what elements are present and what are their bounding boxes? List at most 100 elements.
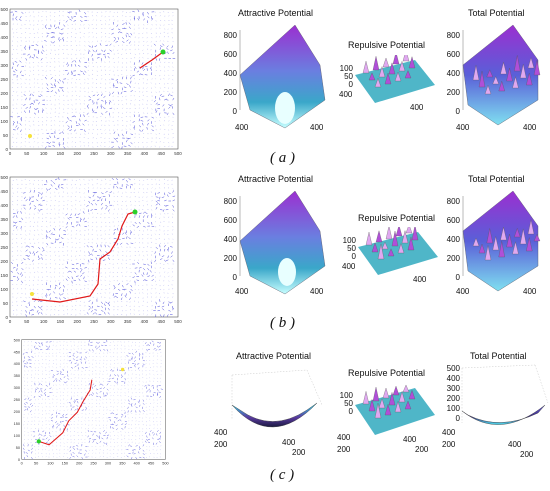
field-vector <box>42 11 44 13</box>
field-vector <box>106 398 107 400</box>
y-tick-label: 100 <box>0 119 8 124</box>
field-vector <box>54 213 56 215</box>
field-vector <box>20 272 22 275</box>
field-vector <box>24 141 26 143</box>
field-vector <box>163 124 165 126</box>
field-vector <box>73 115 77 118</box>
field-vector <box>21 259 23 261</box>
field-vector <box>54 280 57 282</box>
field-vector <box>134 146 136 148</box>
surface-peak <box>387 248 395 257</box>
field-vector <box>37 446 39 448</box>
x-tick-label: 0 <box>9 319 12 324</box>
field-vector <box>58 99 60 101</box>
field-vector <box>160 388 163 390</box>
field-vector <box>23 110 26 113</box>
field-vector <box>95 124 98 126</box>
field-vector <box>157 305 161 307</box>
field-vector <box>50 417 54 419</box>
field-vector <box>146 390 148 393</box>
field-vector <box>46 208 48 210</box>
field-vector <box>52 431 54 433</box>
field-vector <box>83 310 85 311</box>
field-vector <box>149 446 151 448</box>
field-vector <box>133 127 136 130</box>
field-vector <box>113 284 115 288</box>
field-vector <box>54 27 58 30</box>
field-vector <box>63 24 66 27</box>
field-vector <box>109 431 111 433</box>
field-vector <box>82 211 85 214</box>
field-vector <box>151 385 154 387</box>
y-tick-label: 350 <box>14 374 20 378</box>
field-vector <box>23 447 25 450</box>
field-vector <box>140 120 144 122</box>
field-vector <box>124 415 127 418</box>
field-vector <box>113 374 117 376</box>
caption-b: ( b ) <box>270 315 295 331</box>
field-vector <box>105 90 107 92</box>
surface-peak <box>514 227 521 238</box>
field-vector <box>40 196 43 200</box>
surface-peak <box>382 387 390 399</box>
field-vector <box>42 247 44 250</box>
field-vector <box>18 221 22 223</box>
field-vector <box>41 263 43 265</box>
field-vector <box>67 64 70 67</box>
field-vector <box>138 267 142 269</box>
field-vector <box>90 310 93 313</box>
field-vector <box>72 446 75 448</box>
field-vector <box>92 427 94 429</box>
field-vector <box>48 236 51 239</box>
field-vector <box>116 263 119 265</box>
field-vector <box>146 87 148 89</box>
field-vector <box>109 398 111 400</box>
field-vector <box>45 196 47 197</box>
field-vector <box>71 108 73 110</box>
field-vector <box>150 133 152 134</box>
field-vector <box>96 388 99 390</box>
field-vector <box>74 365 77 368</box>
field-vector <box>142 11 144 15</box>
field-vector <box>88 241 90 244</box>
field-vector <box>151 340 154 343</box>
field-vector <box>115 178 119 181</box>
field-vector <box>143 107 145 109</box>
field-vector <box>91 394 93 397</box>
field-vector <box>78 123 81 126</box>
field-vector <box>32 69 35 71</box>
field-vector <box>141 274 144 277</box>
field-vector <box>73 74 77 76</box>
field-vector <box>34 441 38 443</box>
field-vector <box>95 428 97 430</box>
field-vector <box>96 288 98 290</box>
field-vector <box>172 112 175 116</box>
field-vector <box>46 34 49 38</box>
field-vector <box>128 417 130 419</box>
field-vector <box>54 124 56 126</box>
field-vector <box>92 212 93 214</box>
field-vector <box>99 399 101 401</box>
field-vector <box>71 104 73 106</box>
field-vector <box>172 15 174 17</box>
field-vector <box>40 305 43 308</box>
field-vector <box>134 356 136 359</box>
field-vector <box>66 261 68 265</box>
field-vector <box>144 385 147 387</box>
surface-peak <box>374 77 382 88</box>
surface-peak <box>533 234 541 242</box>
field-vector <box>21 32 23 34</box>
y-tick-label: 500 <box>0 175 8 180</box>
field-vector <box>67 297 69 299</box>
field-vector <box>34 409 36 411</box>
field-vector <box>116 409 118 411</box>
field-vector <box>24 409 27 411</box>
field-vector <box>172 229 174 231</box>
y-tick-label: 500 <box>0 7 8 12</box>
axis-tick-label: 400 <box>403 435 417 444</box>
field-vector <box>24 388 26 389</box>
field-vector <box>46 95 48 97</box>
attractive-title-a: Attractive Potential <box>238 8 314 18</box>
field-vector <box>138 242 141 244</box>
